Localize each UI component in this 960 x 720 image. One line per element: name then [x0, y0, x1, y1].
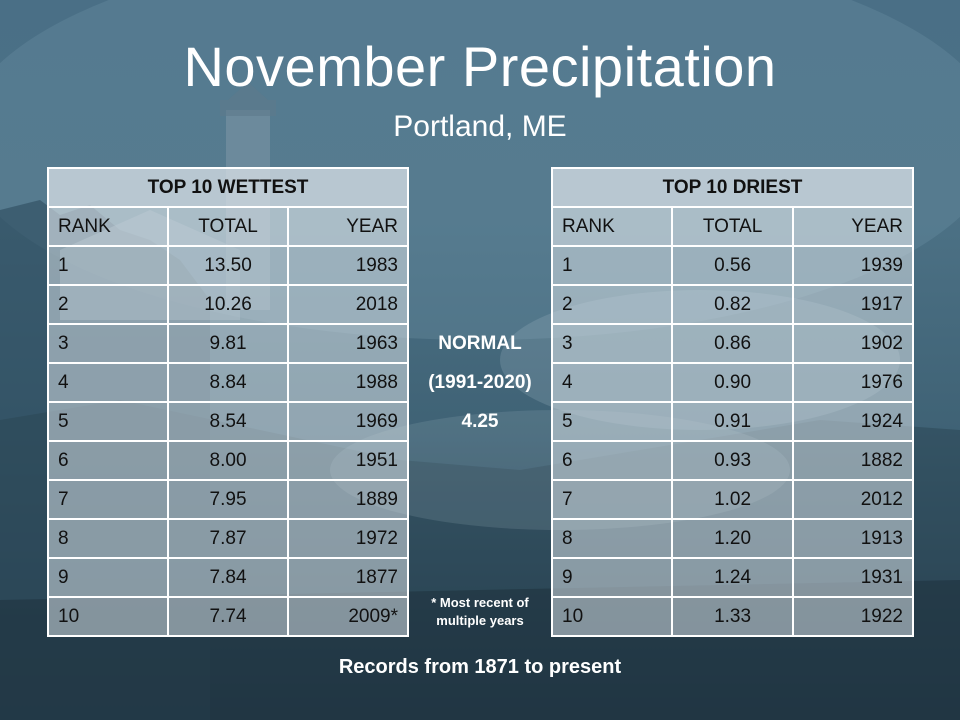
year-cell: 1877: [287, 557, 409, 598]
total-cell: 1.20: [671, 518, 794, 559]
rank-cell: 1: [47, 245, 169, 286]
total-cell: 1.33: [671, 596, 794, 637]
year-cell: 2018: [287, 284, 409, 325]
table-row: 4 8.84 1988: [47, 362, 409, 403]
year-cell: 2009*: [287, 596, 409, 637]
year-cell: 1951: [287, 440, 409, 481]
rank-cell: 4: [47, 362, 169, 403]
year-cell: 1972: [287, 518, 409, 559]
wettest-col-total: TOTAL: [166, 206, 290, 247]
rank-cell: 1: [550, 245, 674, 286]
rank-cell: 9: [47, 557, 169, 598]
table-row: 7 1.02 2012: [550, 479, 915, 520]
total-cell: 1.24: [671, 557, 794, 598]
table-row: 2 0.82 1917: [550, 284, 915, 325]
year-cell: 1983: [287, 245, 409, 286]
total-cell: 8.84: [166, 362, 290, 403]
wettest-table: TOP 10 WETTEST RANK TOTAL YEAR 1 13.50 198…: [47, 167, 409, 637]
table-row: 8 1.20 1913: [550, 518, 915, 559]
total-cell: 0.86: [671, 323, 794, 364]
rank-cell: 8: [47, 518, 169, 559]
year-cell: 1969: [287, 401, 409, 442]
total-cell: 7.95: [166, 479, 290, 520]
wettest-heading: TOP 10 WETTEST: [47, 167, 409, 208]
year-cell: 1913: [791, 518, 915, 559]
wettest-col-year: YEAR: [287, 206, 409, 247]
wettest-col-rank: RANK: [47, 206, 169, 247]
rank-cell: 7: [47, 479, 169, 520]
rank-cell: 8: [550, 518, 674, 559]
year-cell: 2012: [791, 479, 915, 520]
rank-cell: 6: [550, 440, 674, 481]
table-row: 1 13.50 1983: [47, 245, 409, 286]
rank-cell: 4: [550, 362, 674, 403]
total-cell: 0.82: [671, 284, 794, 325]
table-row: 6 0.93 1882: [550, 440, 915, 481]
rank-cell: 5: [47, 401, 169, 442]
total-cell: 7.74: [166, 596, 290, 637]
rank-cell: 3: [47, 323, 169, 364]
table-row: 3 0.86 1902: [550, 323, 915, 364]
year-cell: 1882: [791, 440, 915, 481]
table-row: 8 7.87 1972: [47, 518, 409, 559]
total-cell: 0.90: [671, 362, 794, 403]
table-row: 9 7.84 1877: [47, 557, 409, 598]
rank-cell: 10: [47, 596, 169, 637]
driest-col-rank: RANK: [550, 206, 674, 247]
driest-heading: TOP 10 DRIEST: [551, 167, 914, 208]
table-row: 3 9.81 1963: [47, 323, 409, 364]
total-cell: 8.00: [166, 440, 290, 481]
normal-label: NORMAL: [438, 333, 522, 354]
rank-cell: 5: [550, 401, 674, 442]
table-row: 5 8.54 1969: [47, 401, 409, 442]
year-cell: 1976: [791, 362, 915, 403]
total-cell: 9.81: [166, 323, 290, 364]
year-cell: 1902: [791, 323, 915, 364]
year-cell: 1922: [791, 596, 915, 637]
total-cell: 0.56: [671, 245, 794, 286]
table-row: 6 8.00 1951: [47, 440, 409, 481]
normal-value: 4.25: [461, 411, 499, 432]
table-row: 7 7.95 1889: [47, 479, 409, 520]
table-row: 2 10.26 2018: [47, 284, 409, 325]
driest-table: TOP 10 DRIEST RANK TOTAL YEAR 1 0.56 1939 …: [550, 167, 915, 637]
table-row: 5 0.91 1924: [550, 401, 915, 442]
year-cell: 1931: [791, 557, 915, 598]
normal-period: (1991-2020): [428, 372, 532, 393]
total-cell: 7.87: [166, 518, 290, 559]
year-cell: 1924: [791, 401, 915, 442]
rank-cell: 3: [550, 323, 674, 364]
total-cell: 13.50: [166, 245, 290, 286]
year-cell: 1988: [287, 362, 409, 403]
rank-cell: 2: [47, 284, 169, 325]
total-cell: 0.93: [671, 440, 794, 481]
total-cell: 8.54: [166, 401, 290, 442]
rank-cell: 6: [47, 440, 169, 481]
rank-cell: 7: [550, 479, 674, 520]
records-note: Records from 1871 to present: [338, 656, 622, 678]
driest-col-year: YEAR: [791, 206, 915, 247]
rank-cell: 2: [550, 284, 674, 325]
slide-subtitle: Portland, ME: [393, 110, 567, 143]
table-row: 4 0.90 1976: [550, 362, 915, 403]
year-cell: 1939: [791, 245, 915, 286]
table-row: 1 0.56 1939: [550, 245, 915, 286]
driest-col-total: TOTAL: [671, 206, 794, 247]
rank-cell: 10: [550, 596, 674, 637]
total-cell: 0.91: [671, 401, 794, 442]
year-cell: 1963: [287, 323, 409, 364]
slide-title: November Precipitation: [183, 35, 777, 98]
year-cell: 1889: [287, 479, 409, 520]
total-cell: 1.02: [671, 479, 794, 520]
year-cell: 1917: [791, 284, 915, 325]
rank-cell: 9: [550, 557, 674, 598]
table-row: 10 7.74 2009*: [47, 596, 409, 637]
total-cell: 10.26: [166, 284, 290, 325]
footnote: * Most recent of multiple years: [431, 595, 529, 628]
total-cell: 7.84: [166, 557, 290, 598]
table-row: 9 1.24 1931: [550, 557, 915, 598]
table-row: 10 1.33 1922: [550, 596, 915, 637]
